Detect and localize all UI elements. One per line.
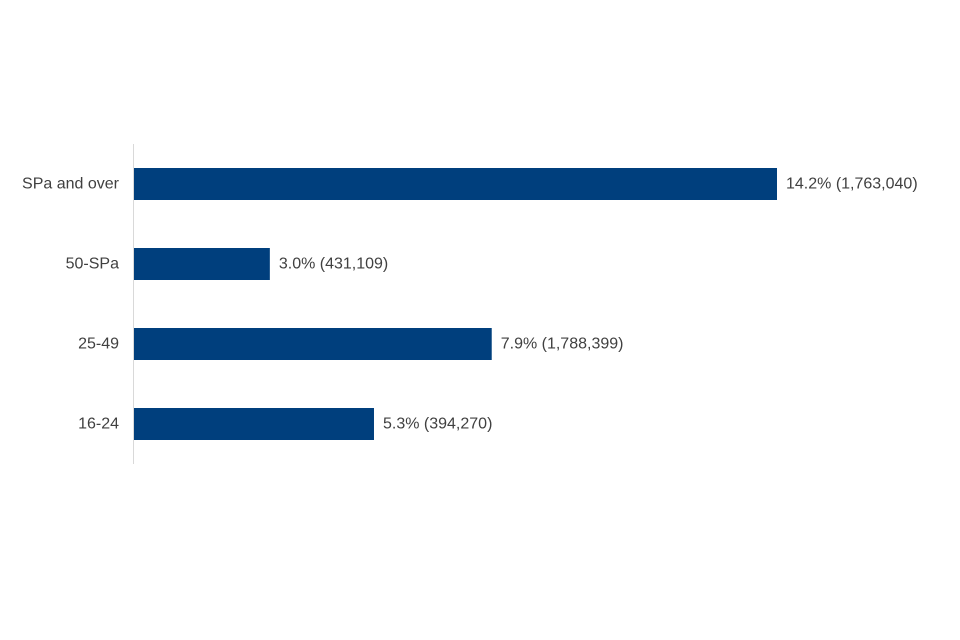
category-label-3: 16-24 <box>78 416 119 433</box>
bar-2 <box>134 328 492 360</box>
data-label-0: 14.2% (1,763,040) <box>786 176 918 193</box>
data-labels-group: 14.2% (1,763,040) 3.0% (431,109) 7.9% (1,7… <box>279 176 918 433</box>
category-label-2: 25-49 <box>78 336 119 353</box>
category-labels-group: SPa and over 50-SPa 25-49 16-24 <box>22 176 120 433</box>
bar-0 <box>134 168 777 200</box>
bar-3 <box>134 408 374 440</box>
category-label-0: SPa and over <box>22 176 120 193</box>
data-label-1: 3.0% (431,109) <box>279 256 388 273</box>
category-label-1: 50-SPa <box>66 256 119 273</box>
bar-1 <box>134 248 270 280</box>
bars-group <box>134 168 777 440</box>
data-label-2: 7.9% (1,788,399) <box>501 336 624 353</box>
data-label-3: 5.3% (394,270) <box>383 416 492 433</box>
